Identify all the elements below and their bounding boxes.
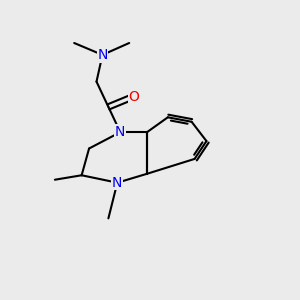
Text: N: N [112, 176, 122, 190]
Text: N: N [97, 48, 108, 62]
Text: N: N [115, 125, 125, 139]
Text: O: O [128, 89, 139, 103]
